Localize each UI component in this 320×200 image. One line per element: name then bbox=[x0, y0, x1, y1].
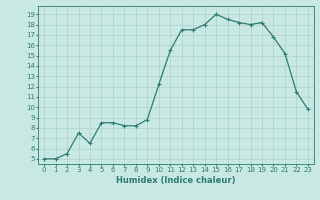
X-axis label: Humidex (Indice chaleur): Humidex (Indice chaleur) bbox=[116, 176, 236, 185]
